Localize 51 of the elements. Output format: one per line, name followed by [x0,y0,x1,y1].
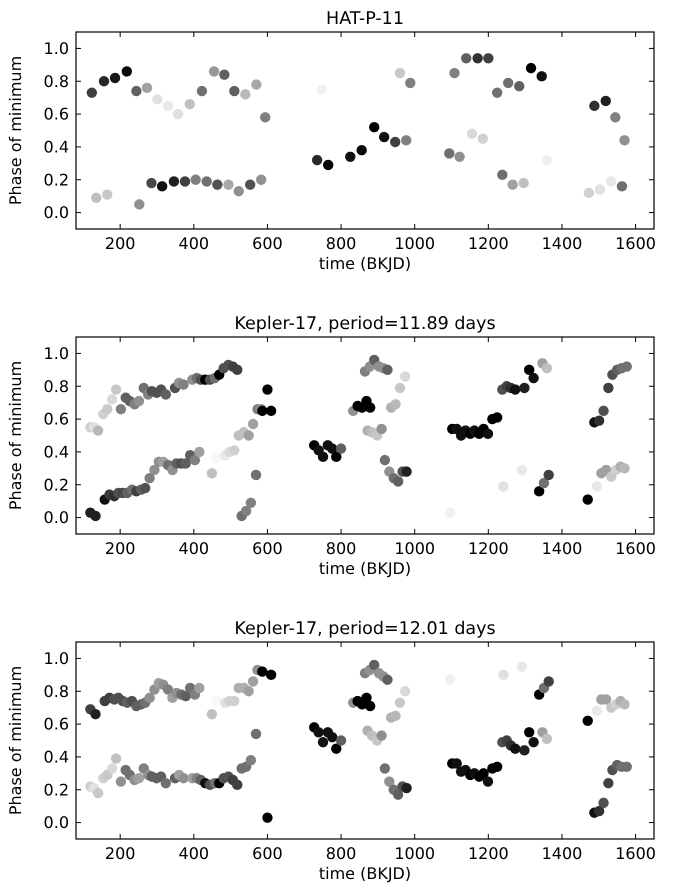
y-tick-label: 0.4 [44,748,69,767]
y-tick-label: 1.0 [44,344,69,364]
y-axis-title: Phase of minimum [6,56,25,206]
y-tick-label: 0.6 [44,410,69,429]
chart-title: Kepler-17, period=11.89 days [234,314,496,334]
x-tick-label: 200 [104,539,136,558]
y-tick-label: 0.0 [44,203,69,222]
x-tick-label: 400 [178,234,210,253]
y-tick-label: 0.2 [44,475,69,494]
x-tick-label: 200 [104,234,136,253]
x-tick-label: 1000 [394,234,436,253]
x-tick-label: 1400 [542,234,582,253]
x-axis-title: time (BKJD) [318,559,412,578]
y-tick-label: 0.6 [44,104,69,124]
x-tick-label: 1200 [468,539,509,558]
x-tick-label: 1600 [615,844,656,863]
x-axis-title: time (BKJD) [318,254,412,273]
y-tick-label: 0.2 [44,780,69,800]
x-tick-label: 1200 [468,844,509,863]
y-tick-label: 0.8 [44,72,69,91]
x-tick-label: 400 [178,844,210,863]
y-tick-label: 0.4 [44,442,69,462]
y-axis-title: Phase of minimum [6,666,25,816]
x-tick-label: 600 [252,844,283,863]
x-tick-label: 1400 [542,844,582,863]
y-tick-label: 1.0 [44,39,69,58]
x-axis-title: time (BKJD) [318,864,412,883]
x-tick-label: 200 [104,844,136,863]
y-axis-title: Phase of minimum [6,360,25,510]
x-tick-label: 400 [178,539,210,558]
x-tick-label: 1200 [468,234,509,253]
y-tick-label: 0.2 [44,170,69,190]
x-tick-label: 600 [252,234,283,253]
y-tick-label: 0.0 [44,813,69,832]
x-tick-label: 1600 [615,234,656,253]
y-tick-label: 0.8 [44,682,69,701]
y-tick-label: 0.8 [44,376,69,396]
x-tick-label: 600 [252,539,283,558]
x-tick-label: 1400 [542,539,582,558]
x-tick-label: 800 [326,234,356,253]
y-tick-label: 0.4 [44,138,69,157]
x-tick-label: 1000 [394,539,436,558]
y-tick-label: 1.0 [44,649,69,668]
x-tick-label: 1000 [394,844,436,863]
chart-title: Kepler-17, period=12.01 days [234,619,496,639]
x-tick-label: 1600 [615,539,656,558]
x-tick-label: 800 [326,539,356,558]
y-tick-label: 0.0 [44,508,69,528]
x-tick-label: 800 [326,844,356,863]
y-tick-label: 0.6 [44,714,69,734]
chart-title: HAT-P-11 [326,9,404,29]
